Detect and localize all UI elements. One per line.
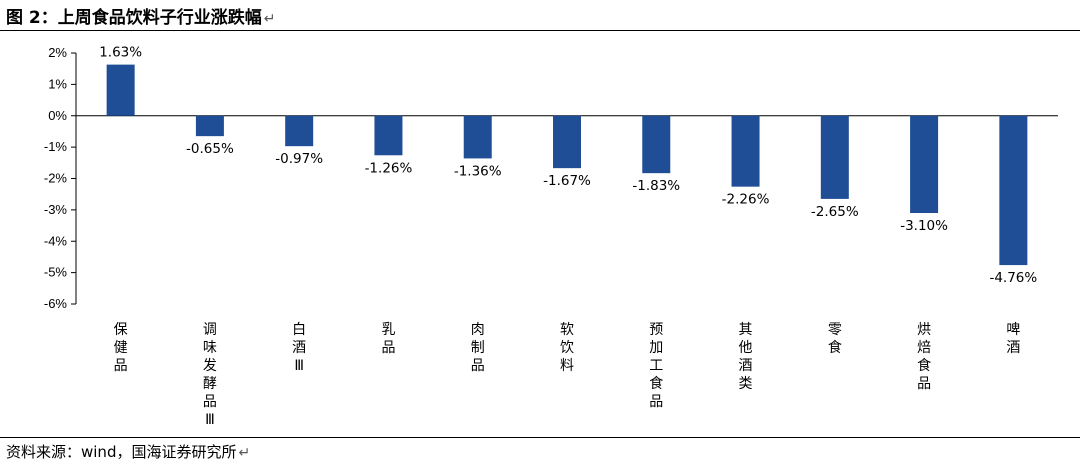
bar [910, 115, 939, 214]
x-tick-label-char: 他 [739, 340, 753, 356]
bar [374, 115, 403, 156]
x-tick-label-char: 品 [381, 340, 395, 356]
x-tick-label-char: 品 [114, 358, 128, 374]
x-tick-label-char: 制 [471, 340, 485, 356]
x-tick-label-char: 软 [560, 322, 574, 338]
source-label: 资料来源：wind，国海证券研究所 [6, 443, 237, 461]
x-tick-label-char: 乳 [381, 322, 395, 338]
data-label: -2.26% [722, 192, 770, 208]
y-tick-label: -3% [44, 202, 68, 217]
x-tick-label: 烘焙食品 [917, 322, 931, 392]
x-tick-label-char: 白 [292, 322, 306, 338]
x-tick-label-char: 酵 [203, 376, 217, 392]
x-tick-label-char: 加 [649, 340, 663, 356]
bar [731, 115, 760, 187]
x-tick-label-char: 品 [917, 376, 931, 392]
bar [463, 115, 492, 159]
y-tick-label: 1% [48, 76, 67, 91]
data-label: -4.76% [989, 270, 1037, 286]
x-tick-label: 肉制品 [471, 322, 485, 374]
bar [106, 64, 135, 116]
x-tick-label-char: 味 [203, 340, 217, 356]
bar [195, 115, 224, 137]
data-label: 1.63% [99, 45, 142, 61]
x-tick-label-char: 料 [560, 358, 574, 374]
x-tick-label-char: 发 [203, 358, 217, 374]
x-tick-label-char: 肉 [471, 322, 485, 338]
x-tick-label-char: 品 [649, 394, 663, 410]
return-mark: ↵ [263, 11, 276, 27]
data-label: -0.97% [275, 151, 323, 167]
source-note: 资料来源：wind，国海证券研究所 ↵ [6, 441, 250, 462]
x-tick-label: 白酒 Ⅲ [292, 322, 306, 374]
x-tick-label-char: 酒 [292, 340, 306, 356]
x-tick-label-char: 健 [114, 340, 128, 356]
data-label: -1.36% [454, 163, 502, 179]
x-tick-label: 预加工食品 [649, 322, 663, 410]
bar [820, 115, 849, 199]
x-tick-label-char: 零 [828, 322, 842, 338]
x-tick-label-char: 啤 [1006, 322, 1020, 338]
figure-title: 图 2：上周食品饮料子行业涨跌幅 ↵ [6, 3, 275, 28]
x-tick-label: 其他酒类 [739, 322, 753, 392]
x-tick-label-char: 焙 [917, 340, 931, 356]
x-tick-label: 软饮料 [560, 322, 574, 374]
source-divider [0, 437, 1080, 438]
x-tick-label-char: 其 [739, 322, 753, 338]
x-tick-label: 啤酒 [1006, 322, 1020, 356]
data-label: -3.10% [900, 218, 948, 234]
x-tick-label-char: 工 [649, 358, 663, 374]
x-tick-label-char: Ⅲ [294, 358, 304, 374]
figure-title-label: 图 2：上周食品饮料子行业涨跌幅 [6, 8, 262, 28]
bar-chart: 2% 1% 0% -1% -2% -3% -4% -5% -6% 1.63% 保健品 -0.65% 调味… [0, 31, 1080, 437]
bar-chart-svg: 2%1%0%-1%-2%-3%-4%-5%-6%1.63%保健品-0.65%调味… [44, 45, 1058, 428]
x-tick-label-char: 烘 [917, 322, 931, 338]
x-tick-label-char: 食 [828, 339, 842, 356]
x-tick-label-char: 品 [203, 394, 217, 410]
x-tick-label-char: 饮 [560, 340, 574, 356]
data-label: -0.65% [186, 141, 234, 157]
x-tick-label: 零食 [828, 322, 842, 356]
source-return-mark: ↵ [238, 445, 251, 461]
x-tick-label-char: 酒 [1006, 340, 1020, 356]
x-tick-label-char: 类 [739, 376, 753, 392]
bar [642, 115, 671, 174]
x-tick-label-char: 调 [203, 322, 217, 338]
x-tick-label-char: 预 [649, 322, 663, 338]
y-tick-label: -6% [44, 296, 68, 311]
y-tick-label: -5% [44, 265, 68, 280]
data-label: -1.83% [632, 178, 680, 194]
bar [285, 115, 314, 147]
x-tick-label-char: 食 [649, 375, 663, 392]
x-tick-label-char: Ⅲ [205, 412, 215, 428]
figure-title-bar: 图 2：上周食品饮料子行业涨跌幅 ↵ [0, 0, 1080, 30]
y-tick-label: -2% [44, 171, 68, 186]
x-tick-label-char: 酒 [739, 358, 753, 374]
x-tick-label-char: 品 [471, 358, 485, 374]
y-tick-label: -1% [44, 139, 68, 154]
data-label: -1.67% [543, 173, 591, 189]
title-divider [0, 30, 1080, 31]
y-tick-label: 2% [48, 45, 67, 60]
x-tick-label: 保健品 [114, 322, 128, 374]
x-tick-label: 乳品 [381, 322, 395, 356]
x-tick-label-char: 保 [114, 322, 128, 338]
x-tick-label-char: 食 [917, 357, 931, 374]
bar [999, 115, 1028, 266]
data-label: -1.26% [365, 160, 413, 176]
x-tick-label: 调味发酵品 Ⅲ [203, 322, 217, 428]
data-label: -2.65% [811, 204, 859, 220]
y-tick-label: 0% [48, 108, 67, 123]
bar [553, 115, 581, 169]
y-tick-label: -4% [44, 233, 68, 248]
